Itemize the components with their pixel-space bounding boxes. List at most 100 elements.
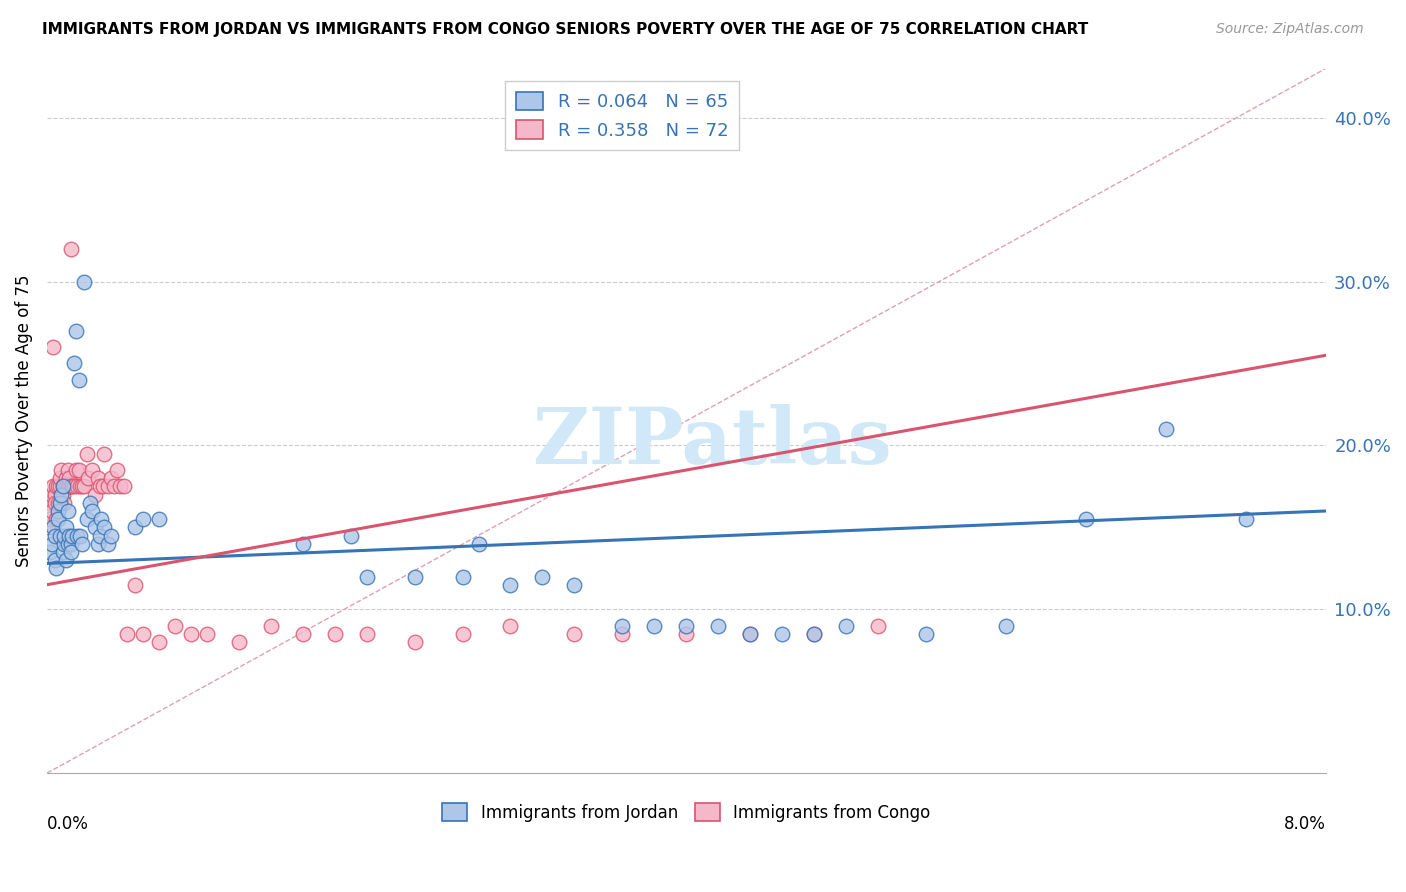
Point [44,487,66,501]
Point [46,512,69,526]
Point [44,553,66,567]
Point [148,512,170,526]
Point [76,512,98,526]
Point [228,635,250,649]
Point [195,627,218,641]
Point [356,627,378,641]
Point [53,537,76,551]
Point [260,618,283,632]
Point [79,496,101,510]
Point [59,479,82,493]
Point [564,578,586,592]
Text: 0.0%: 0.0% [46,815,89,833]
Point [39,545,62,559]
Point [105,463,128,477]
Point [675,627,697,641]
Point [499,578,522,592]
Point [356,569,378,583]
Point [740,627,762,641]
Point [291,627,314,641]
Point [51,487,73,501]
Point [163,618,186,632]
Point [100,471,122,485]
Point [53,528,76,542]
Point [89,528,111,542]
Point [80,463,103,477]
Point [52,545,75,559]
Point [65,463,87,477]
Point [564,627,586,641]
Point [1234,512,1257,526]
Point [42,340,65,354]
Point [63,357,86,371]
Point [55,520,77,534]
Point [112,479,135,493]
Point [48,479,70,493]
Text: ZIPatlas: ZIPatlas [531,404,891,480]
Point [451,569,474,583]
Point [45,561,67,575]
Point [53,479,76,493]
Point [323,627,346,641]
Point [612,627,634,641]
Text: Source: ZipAtlas.com: Source: ZipAtlas.com [1216,22,1364,37]
Point [148,635,170,649]
Point [39,512,62,526]
Point [46,504,69,518]
Point [612,618,634,632]
Legend: Immigrants from Jordan, Immigrants from Congo: Immigrants from Jordan, Immigrants from … [436,797,936,829]
Point [1154,422,1177,436]
Point [868,618,890,632]
Point [467,537,489,551]
Point [55,553,77,567]
Point [90,512,112,526]
Point [89,479,111,493]
Point [39,496,62,510]
Point [66,528,89,542]
Point [44,496,66,510]
Point [52,479,75,493]
Point [59,537,82,551]
Point [48,471,70,485]
Point [37,520,59,534]
Point [103,479,125,493]
Point [46,496,69,510]
Point [55,471,77,485]
Point [63,479,86,493]
Point [404,569,426,583]
Point [93,447,115,461]
Point [44,528,66,542]
Point [83,487,105,501]
Point [42,520,65,534]
Point [339,528,361,542]
Point [65,324,87,338]
Point [132,627,155,641]
Point [915,627,938,641]
Point [87,471,110,485]
Point [100,528,122,542]
Point [83,520,105,534]
Point [91,479,114,493]
Point [48,528,70,542]
Point [835,618,858,632]
Point [97,537,120,551]
Point [803,627,825,641]
Point [62,479,84,493]
Point [70,537,93,551]
Point [46,479,69,493]
Point [110,479,132,493]
Point [643,618,665,632]
Point [97,479,120,493]
Point [41,487,63,501]
Point [52,479,75,493]
Point [42,479,65,493]
Point [180,627,202,641]
Point [56,479,79,493]
Point [76,447,98,461]
Text: 8.0%: 8.0% [1284,815,1326,833]
Text: IMMIGRANTS FROM JORDAN VS IMMIGRANTS FROM CONGO SENIORS POVERTY OVER THE AGE OF : IMMIGRANTS FROM JORDAN VS IMMIGRANTS FRO… [42,22,1088,37]
Point [675,618,697,632]
Point [404,635,426,649]
Point [1074,512,1097,526]
Point [69,528,91,542]
